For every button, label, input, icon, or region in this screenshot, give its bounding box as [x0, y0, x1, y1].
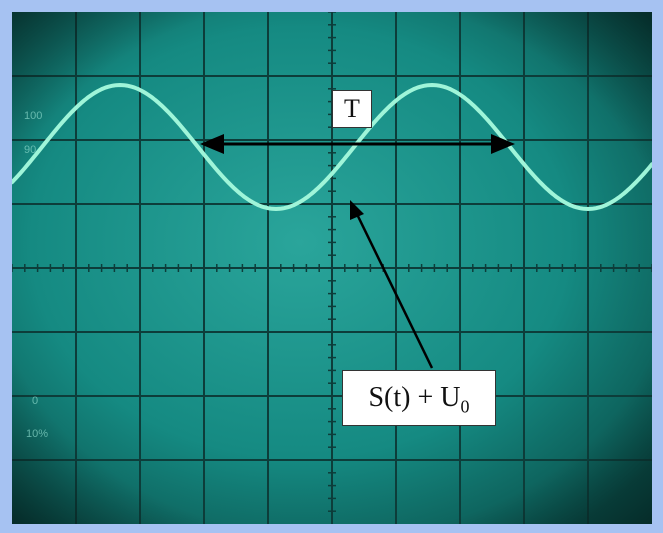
period-label: T — [332, 90, 372, 128]
signal-label-subscript: 0 — [460, 396, 470, 417]
period-arrow — [200, 134, 515, 154]
lower-marker-sub-label: 10% — [26, 428, 49, 440]
period-arrow-right-head — [491, 134, 515, 154]
signal-label-text: S(t) + U — [368, 382, 461, 413]
oscilloscope-graticule — [12, 12, 652, 524]
upper-marker-sub-label: 90 — [24, 144, 37, 156]
signal-pointer-arrow — [350, 200, 434, 369]
upper-marker-label: 100 — [24, 110, 43, 122]
period-arrow-left-head — [200, 134, 224, 154]
signal-pointer-line — [352, 207, 434, 369]
signal-label: S(t) + U0 — [342, 370, 496, 426]
screen-vignette — [12, 12, 652, 524]
lower-marker-label: 0 — [32, 395, 39, 407]
oscilloscope-screen: 100 90 0 10% T S(t) + U0 — [12, 12, 652, 524]
signal-pointer-head — [350, 200, 364, 220]
